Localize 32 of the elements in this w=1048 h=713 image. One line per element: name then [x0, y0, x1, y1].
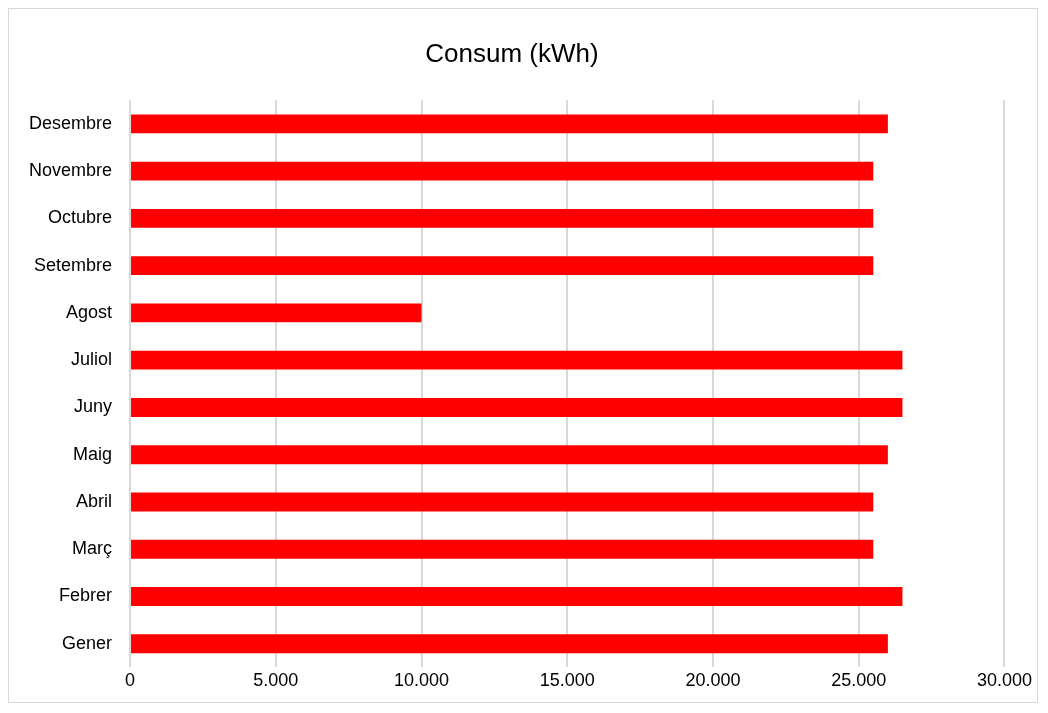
y-tick-label: Agost [66, 301, 113, 322]
bar [131, 303, 422, 323]
bar [131, 114, 888, 134]
y-tick-label: Desembre [29, 112, 113, 133]
x-tick-label: 5.000 [253, 670, 299, 691]
bar [131, 350, 903, 370]
bar [131, 634, 888, 654]
y-tick-label: Març [72, 538, 113, 559]
y-tick-label: Novembre [29, 160, 113, 181]
chart-title: Consum (kWh) [425, 37, 599, 68]
bar [131, 161, 874, 181]
y-tick-label: Juny [74, 396, 113, 417]
bar [131, 587, 903, 606]
y-tick-label: Setembre [33, 254, 113, 275]
x-tick-label: 20.000 [685, 670, 741, 691]
bar [131, 397, 903, 417]
y-tick-label: Juliol [71, 349, 113, 370]
y-tick-label: Gener [62, 632, 113, 653]
bar [131, 445, 888, 465]
y-tick-label: Maig [73, 443, 113, 464]
bar [131, 208, 874, 228]
x-tick-label: 15.000 [539, 670, 595, 691]
bar [131, 256, 874, 276]
bar [131, 492, 874, 512]
y-tick-label: Octubre [48, 207, 113, 228]
y-tick-label: Abril [76, 490, 113, 511]
x-tick-label: 25.000 [831, 670, 887, 691]
x-tick-label: 0 [125, 670, 136, 691]
y-tick-label: Febrer [59, 585, 113, 606]
x-tick-label: 10.000 [393, 670, 450, 691]
bar [131, 539, 874, 559]
x-tick-label: 30.000 [976, 670, 1032, 691]
